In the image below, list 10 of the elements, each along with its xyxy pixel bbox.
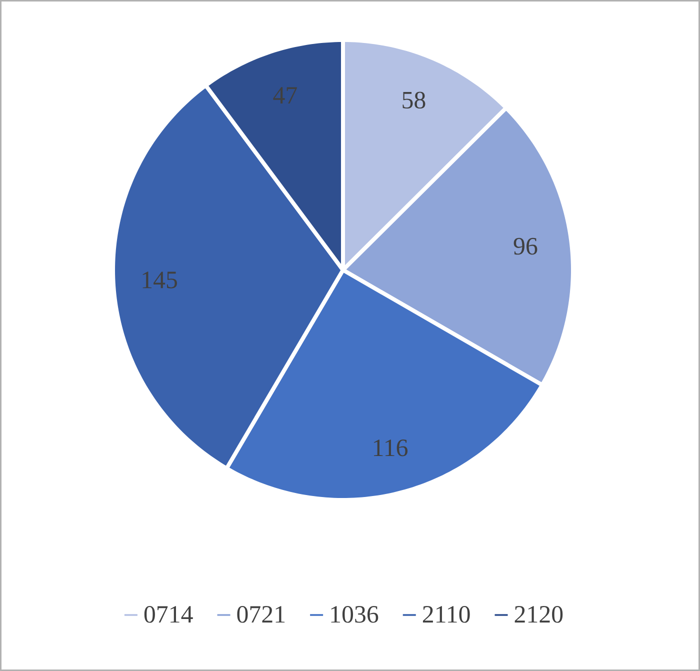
legend-label: 0714 [144,606,193,623]
legend-label: 0721 [237,606,285,623]
data-label: 58 [402,92,426,109]
data-label: 96 [514,238,538,255]
legend-label: 2120 [514,606,563,623]
data-label: 47 [273,87,297,104]
data-label: 116 [374,440,408,456]
legend-label: 2110 [422,606,470,623]
data-label: 145 [142,272,177,288]
legend-label: 1036 [331,606,378,623]
